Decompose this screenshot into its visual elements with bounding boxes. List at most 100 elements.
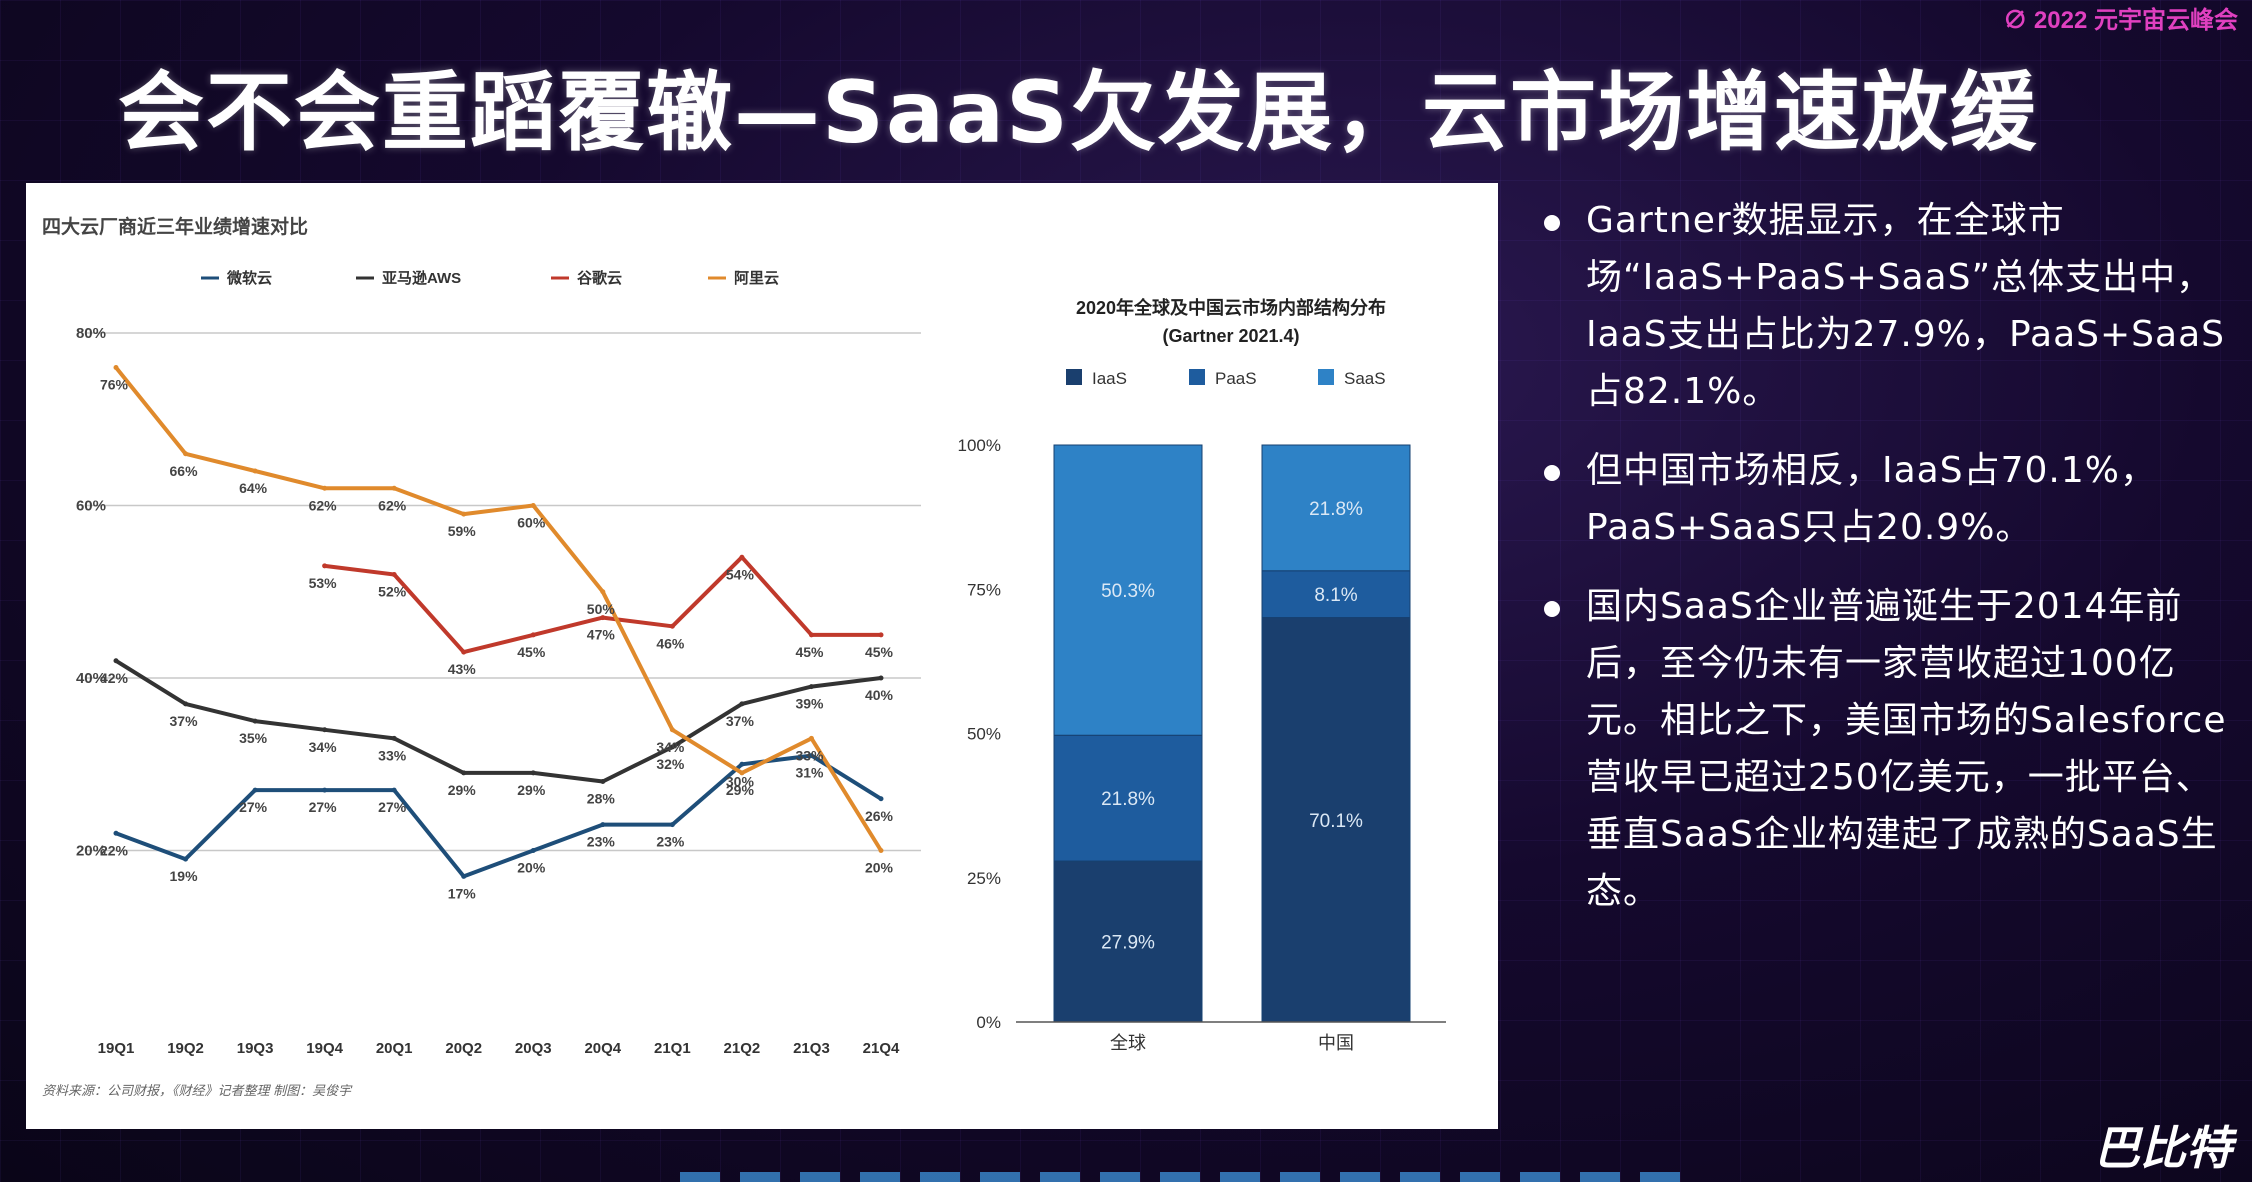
x-tick-label: 20Q2 — [445, 1040, 482, 1057]
y-tick-label: 50% — [967, 725, 1001, 744]
data-point — [252, 787, 258, 793]
data-point — [391, 787, 397, 793]
x-tick-label: 21Q4 — [863, 1040, 900, 1057]
line-chart: 四大云厂商近三年业绩增速对比 微软云 亚马逊AWS 谷歌云 阿里云 20% 40% 60%… — [42, 215, 921, 1098]
data-point — [739, 761, 745, 767]
y-tick-label: 60% — [76, 498, 106, 515]
series-line — [114, 659, 882, 784]
data-label: 76% — [100, 377, 129, 393]
data-point — [113, 658, 119, 664]
legend-label: IaaS — [1092, 369, 1127, 388]
data-label: 66% — [170, 463, 199, 479]
data-label: 19% — [170, 868, 199, 884]
data-label: 42% — [100, 670, 129, 686]
data-label: 33% — [378, 747, 407, 763]
data-label: 43% — [448, 661, 477, 677]
stacked-bar-chart: 2020年全球及中国云市场内部结构分布 (Gartner 2021.4) Iaa… — [958, 297, 1446, 1053]
legend-label: SaaS — [1344, 369, 1386, 388]
data-point — [530, 770, 536, 776]
data-point — [739, 770, 745, 776]
y-tick-label: 0% — [976, 1013, 1001, 1032]
data-point — [252, 468, 258, 474]
data-point — [600, 779, 606, 784]
legend-swatch — [1189, 369, 1205, 385]
data-label: 34% — [309, 739, 338, 755]
data-point — [461, 770, 467, 776]
data-point — [878, 632, 884, 638]
data-point — [878, 796, 884, 802]
data-point — [808, 632, 814, 638]
data-label: 17% — [448, 885, 477, 901]
bar-segment — [1053, 444, 1203, 736]
data-point — [600, 822, 606, 828]
data-point — [669, 727, 675, 733]
x-tick-label: 21Q1 — [654, 1040, 691, 1057]
bar-segment — [1261, 444, 1411, 572]
data-point — [183, 451, 189, 457]
source-note: 资料来源：公司财报，《财经》记者整理 制图：吴俊宇 — [42, 1083, 353, 1098]
bar-segment — [1261, 617, 1411, 1023]
line-chart-title: 四大云厂商近三年业绩增速对比 — [42, 215, 308, 238]
data-label: 33% — [795, 747, 824, 763]
data-label: 29% — [517, 782, 546, 798]
data-point — [183, 701, 189, 707]
bar-value-label: 8.1% — [1314, 585, 1357, 606]
line-chart-y-ticks: 20% 40% 60% 80% — [76, 325, 106, 860]
data-label: 50% — [587, 601, 616, 617]
line-chart-x-ticks: 19Q1 19Q2 19Q3 19Q4 20Q1 20Q2 20Q3 20Q4 21Q1 21Q2… — [98, 1040, 900, 1057]
data-label: 64% — [239, 480, 268, 496]
data-point — [739, 554, 745, 560]
x-tick-label: 20Q4 — [584, 1040, 621, 1057]
chart-panel: 四大云厂商近三年业绩增速对比 微软云 亚马逊AWS 谷歌云 阿里云 20% 40% 60%… — [26, 183, 1498, 1129]
series-line — [115, 753, 883, 879]
bullet-item: 但中国市场相反，IaaS占70.1%，PaaS+SaaS只占20.9%。 — [1540, 442, 2240, 556]
y-tick-label: 40% — [76, 670, 106, 687]
data-label: 45% — [517, 644, 546, 660]
data-label: 45% — [865, 644, 894, 660]
data-point — [530, 848, 536, 853]
data-point — [808, 735, 814, 741]
data-label: 23% — [656, 834, 685, 850]
bullet-list: Gartner数据显示，在全球市场“IaaS+PaaS+SaaS”总体支出中， … — [1540, 192, 2240, 942]
x-tick-label: 19Q1 — [98, 1040, 135, 1057]
data-point — [322, 727, 328, 733]
legend-label: 亚马逊AWS — [382, 270, 461, 287]
data-label: 46% — [656, 635, 685, 651]
data-point — [530, 503, 536, 508]
data-label: 37% — [726, 713, 755, 729]
data-label: 62% — [309, 497, 338, 513]
data-label: 52% — [378, 584, 407, 600]
data-point — [113, 365, 119, 370]
data-point — [391, 572, 397, 577]
data-label: 30% — [726, 773, 755, 789]
y-tick-label: 20% — [76, 843, 106, 860]
bar-chart-title: 2020年全球及中国云市场内部结构分布 — [1076, 297, 1386, 318]
data-point — [461, 873, 467, 879]
data-point — [669, 744, 675, 750]
data-point — [808, 753, 814, 759]
legend-swatch — [1066, 369, 1082, 385]
data-label: 59% — [448, 523, 477, 539]
bullet-item: 国内SaaS企业普遍诞生于2014年前后，至今仍未有一家营收超过100亿元。相比… — [1540, 578, 2240, 920]
x-tick-label: 19Q2 — [167, 1040, 204, 1057]
slide-title: 会不会重蹈覆辙—SaaS欠发展，云市场增速放缓 — [118, 63, 2038, 163]
legend-swatch — [1318, 369, 1334, 385]
event-brand-label: ∅ 2022 元宇宙云峰会 — [2003, 7, 2238, 34]
data-point — [808, 684, 814, 690]
series-line — [114, 366, 883, 852]
data-point — [391, 735, 397, 741]
x-tick-label: 中国 — [1318, 1033, 1354, 1053]
x-tick-label: 20Q1 — [376, 1040, 413, 1057]
data-point — [878, 848, 884, 853]
x-tick-label: 全球 — [1110, 1033, 1146, 1053]
data-point — [322, 563, 328, 569]
line-chart-series: 22% 19% 27% 27% 27% 17% 20% 23% 23% 30% 31% 26% 42% 3… — [100, 365, 894, 901]
data-label: 26% — [865, 808, 894, 824]
data-point — [669, 822, 675, 828]
data-label: 53% — [309, 575, 338, 591]
line-chart-grid — [86, 332, 921, 852]
data-point — [600, 615, 606, 621]
data-label: 28% — [587, 791, 616, 807]
bar-chart-y-ticks: 0% 25% 50% 75% 100% — [958, 436, 1001, 1032]
data-point — [391, 485, 397, 491]
